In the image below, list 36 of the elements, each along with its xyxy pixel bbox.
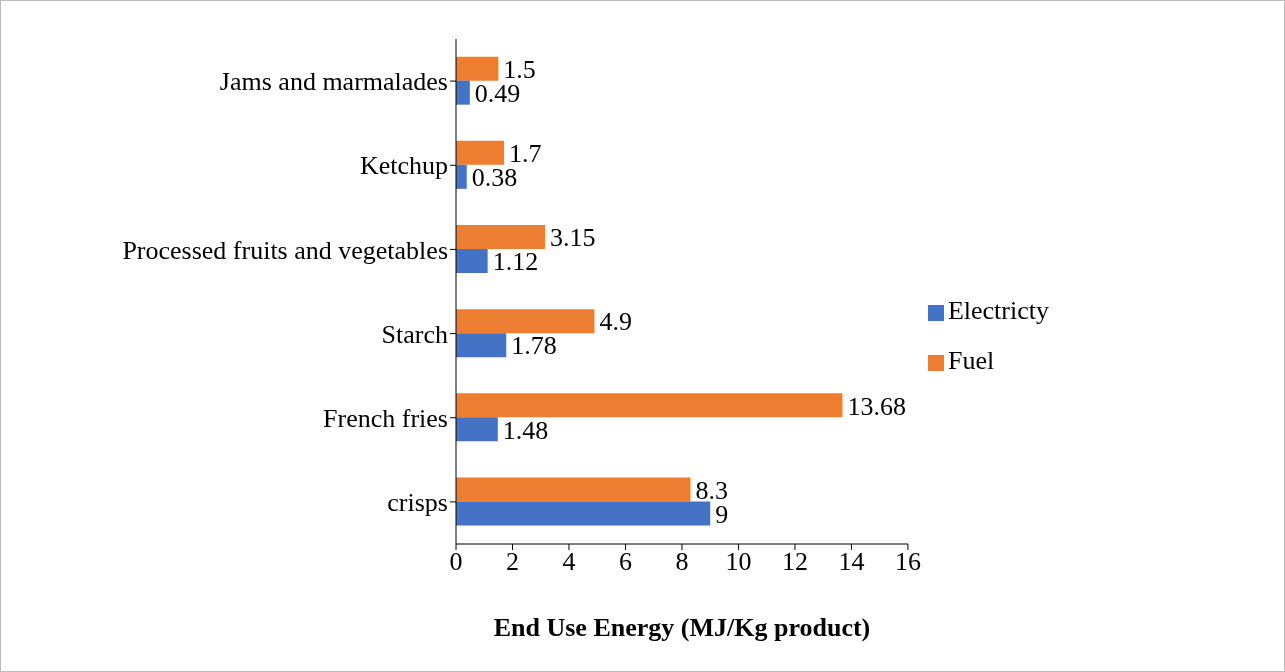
legend-label: Fuel — [947, 346, 995, 375]
x-tick-label: 12 — [781, 547, 808, 577]
x-tick-label: 6 — [618, 547, 632, 577]
x-tick-label: 16 — [894, 547, 921, 577]
bar — [456, 477, 691, 502]
bar — [456, 333, 507, 358]
data-label: 1.48 — [502, 415, 549, 445]
bar — [456, 501, 711, 526]
bar — [456, 56, 499, 81]
bar — [456, 393, 843, 418]
bar — [456, 249, 488, 274]
bar — [456, 164, 467, 189]
data-label: 3.15 — [549, 223, 596, 253]
data-label: 1.78 — [511, 331, 557, 361]
bar — [456, 309, 595, 334]
x-tick-label: 14 — [838, 547, 865, 577]
data-label: 13.68 — [847, 391, 906, 421]
y-tick-label: Processed fruits and vegetables — [122, 235, 448, 265]
bar — [456, 140, 505, 165]
y-tick-label: Starch — [381, 319, 448, 349]
y-tick-label: French fries — [323, 403, 448, 433]
y-tick-label: Jams and marmalades — [219, 67, 448, 97]
bar — [456, 417, 498, 442]
x-tick-label: 2 — [505, 547, 519, 577]
legend-label: Electricty — [947, 296, 1049, 325]
x-tick-label: 4 — [562, 547, 576, 577]
data-label: 4.9 — [599, 307, 632, 337]
bar — [456, 225, 545, 250]
y-tick-label: Ketchup — [359, 151, 448, 181]
x-tick-label: 8 — [675, 547, 689, 577]
y-tick-label: crisps — [387, 488, 448, 518]
bar — [456, 80, 470, 105]
x-tick-label: 0 — [449, 547, 463, 577]
x-tick-label: 10 — [725, 547, 752, 577]
x-axis-title: End Use Energy (MJ/Kg product) — [493, 613, 871, 642]
data-label: 1.12 — [492, 247, 539, 277]
